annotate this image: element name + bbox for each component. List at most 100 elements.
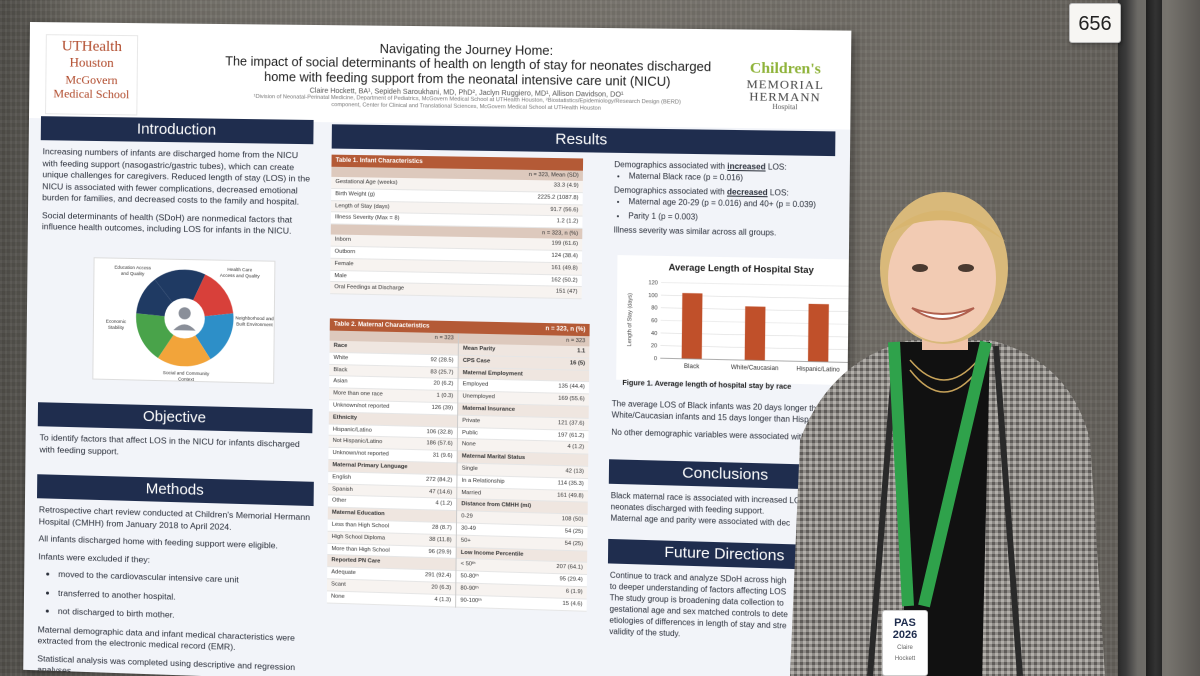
table-cell-label: Ethnicity xyxy=(333,412,357,424)
table-title-text: Table 1. Infant Characteristics xyxy=(336,155,423,169)
table-cell-label: Spanish xyxy=(332,484,353,495)
wheel-label: Education Access and Quality xyxy=(112,265,152,277)
table-cell-value: 20 (6.3) xyxy=(431,582,451,594)
table-cell-label: Mean Parity xyxy=(463,344,496,356)
table-cell-value: 28 (8.7) xyxy=(432,523,452,535)
booth-number-card: 656 xyxy=(1069,3,1121,43)
table-cell-label: Less than High School xyxy=(332,520,389,533)
table-cell-value: 2225.2 (1087.8) xyxy=(537,192,578,204)
table-cell-label: In a Relationship xyxy=(462,475,505,487)
table-cell-value: 20 (6.2) xyxy=(433,379,453,390)
table-cell-label: Illness Severity (Max = 8) xyxy=(335,213,400,225)
table-cell-value: 272 (84.2) xyxy=(426,474,452,486)
table-cell-value: 42 (13) xyxy=(565,466,584,478)
y-tick-label: 60 xyxy=(651,318,657,324)
table-cell-label: None xyxy=(462,439,476,450)
table-cell-label: Employed xyxy=(463,380,489,392)
table-cell-label: Private xyxy=(462,416,480,427)
table-cell-label: Race xyxy=(334,341,348,352)
table-cell-label: Unemployed xyxy=(462,392,495,404)
table-cell-label: Unknown/not reported xyxy=(332,448,388,460)
y-axis-label: Length of Stay (days) xyxy=(627,293,634,347)
list-item: transferred to another hospital. xyxy=(58,587,317,607)
table-cell-value: 92 (28.5) xyxy=(430,355,453,366)
display-board-frame xyxy=(1118,0,1200,676)
logo-line: UTHealth xyxy=(49,39,135,55)
table-cell-label: Reported PN Care xyxy=(331,555,380,567)
text: Demographics associated with xyxy=(614,186,727,197)
bar xyxy=(745,306,766,360)
table-cell-value: 54 (25) xyxy=(565,526,584,538)
y-tick-label: 100 xyxy=(648,293,658,299)
y-tick-label: 40 xyxy=(651,331,657,337)
wheel-label: Social and Community Context xyxy=(158,370,215,382)
table-cell-value: 15 (4.6) xyxy=(562,599,582,611)
table-cell-value: 47 (14.6) xyxy=(429,487,452,499)
table-cell-value: 169 (55.6) xyxy=(558,394,585,406)
table-cell-label: 0-29 xyxy=(461,511,473,522)
paragraph: Infants were excluded if they: xyxy=(38,551,317,571)
table-cell-value: 33.3 (4.9) xyxy=(554,180,579,191)
y-tick-label: 20 xyxy=(651,343,657,349)
table-cell-value: 291 (92.4) xyxy=(425,570,451,582)
table-cell-value: 106 (32.8) xyxy=(426,427,452,439)
table-cell-label: English xyxy=(332,472,351,483)
name-badge: PAS 2026 Claire Hockett xyxy=(882,610,928,676)
table-cell-label: 80-90ᵗʰ xyxy=(460,583,478,595)
table-cell-label: Scant xyxy=(331,579,346,590)
badge-name: Claire xyxy=(883,644,927,652)
table-cell-value: 1 (0.3) xyxy=(436,391,453,402)
table-cell-value: 91.7 (56.6) xyxy=(550,204,578,215)
table-cell-value: 96 (29.9) xyxy=(428,546,451,558)
table-cell-label: Low Income Percentile xyxy=(461,547,524,560)
uthealth-logo: UTHealth Houston McGovern Medical School xyxy=(45,34,138,115)
table-cell-value: 124 (38.4) xyxy=(551,251,578,263)
table-cell-value: 38 (11.8) xyxy=(429,534,452,546)
table-cell-label: More than one race xyxy=(333,388,383,400)
y-tick-label: 120 xyxy=(648,280,658,286)
table-cell-label: < 50ᵗʰ xyxy=(461,559,476,570)
table-cell-value: 161 (49.8) xyxy=(557,490,584,502)
sdoh-wheel-figure: Education Access and Quality Health Care… xyxy=(92,257,275,384)
table-cell-value: 1.2 (1.2) xyxy=(557,217,579,228)
poster-header: UTHealth Houston McGovern Medical School… xyxy=(29,22,851,130)
methods-text: Retrospective chart review conducted at … xyxy=(37,504,318,676)
table-cell-value: 135 (44.4) xyxy=(558,382,585,394)
poster-title: Navigating the Journey Home: The impact … xyxy=(190,40,748,115)
table-cell-label: Unknown/not reported xyxy=(333,400,389,412)
table-cell-label: 90-100ᵗʰ xyxy=(460,595,482,607)
paragraph: All infants discharged home with feeding… xyxy=(39,533,318,553)
table-cell-value: 207 (64.1) xyxy=(556,562,583,574)
results-heading: Results xyxy=(332,124,836,156)
table-cell-label: More than High School xyxy=(331,544,389,557)
table-cell-value: 108 (50) xyxy=(562,514,584,526)
logo-line: Houston xyxy=(48,54,134,70)
table-maternal-characteristics: Table 2. Maternal Characteristics n = 32… xyxy=(327,318,590,611)
table-cell-label: Maternal Education xyxy=(332,508,385,520)
table-cell-value: 162 (50.2) xyxy=(551,275,578,287)
table-cell-label: Other xyxy=(332,496,346,507)
table-cell-label: White xyxy=(333,353,348,364)
wheel-label: Neighborhood and Built Environment xyxy=(235,315,274,327)
logo-line: McGovern xyxy=(48,72,134,87)
badge-surname: Hockett xyxy=(883,655,927,663)
table-cell-label: 50+ xyxy=(461,535,471,546)
table-cell-label: Maternal Primary Language xyxy=(332,460,407,473)
table-cell-value: 1.1 xyxy=(577,346,585,357)
text: Demographics associated with xyxy=(614,160,727,171)
table-cell-value: 4 (1.3) xyxy=(434,594,451,605)
table-cell-label: Distance from CMHH (mi) xyxy=(461,499,531,512)
objective-text: To identify factors that affect LOS in t… xyxy=(39,432,310,462)
paragraph: Social determinants of health (SDoH) are… xyxy=(42,210,313,238)
table-cell-label: High School Diploma xyxy=(332,532,386,545)
table-cell-label: Not Hispanic/Latino xyxy=(333,436,383,448)
table-cell-label: Length of Stay (days) xyxy=(335,201,390,213)
table-cell-label: Maternal Insurance xyxy=(462,404,515,416)
logo-line: Medical School xyxy=(48,86,134,101)
badge-label: PAS 2026 xyxy=(883,617,927,641)
table-cell-value: 114 (35.3) xyxy=(558,478,584,490)
exclusion-list: moved to the cardiovascular intensive ca… xyxy=(58,569,317,626)
paragraph: Increasing numbers of infants are discha… xyxy=(42,146,313,208)
introduction-text: Increasing numbers of infants are discha… xyxy=(42,146,314,244)
logo-line: HERMANN xyxy=(734,90,835,104)
